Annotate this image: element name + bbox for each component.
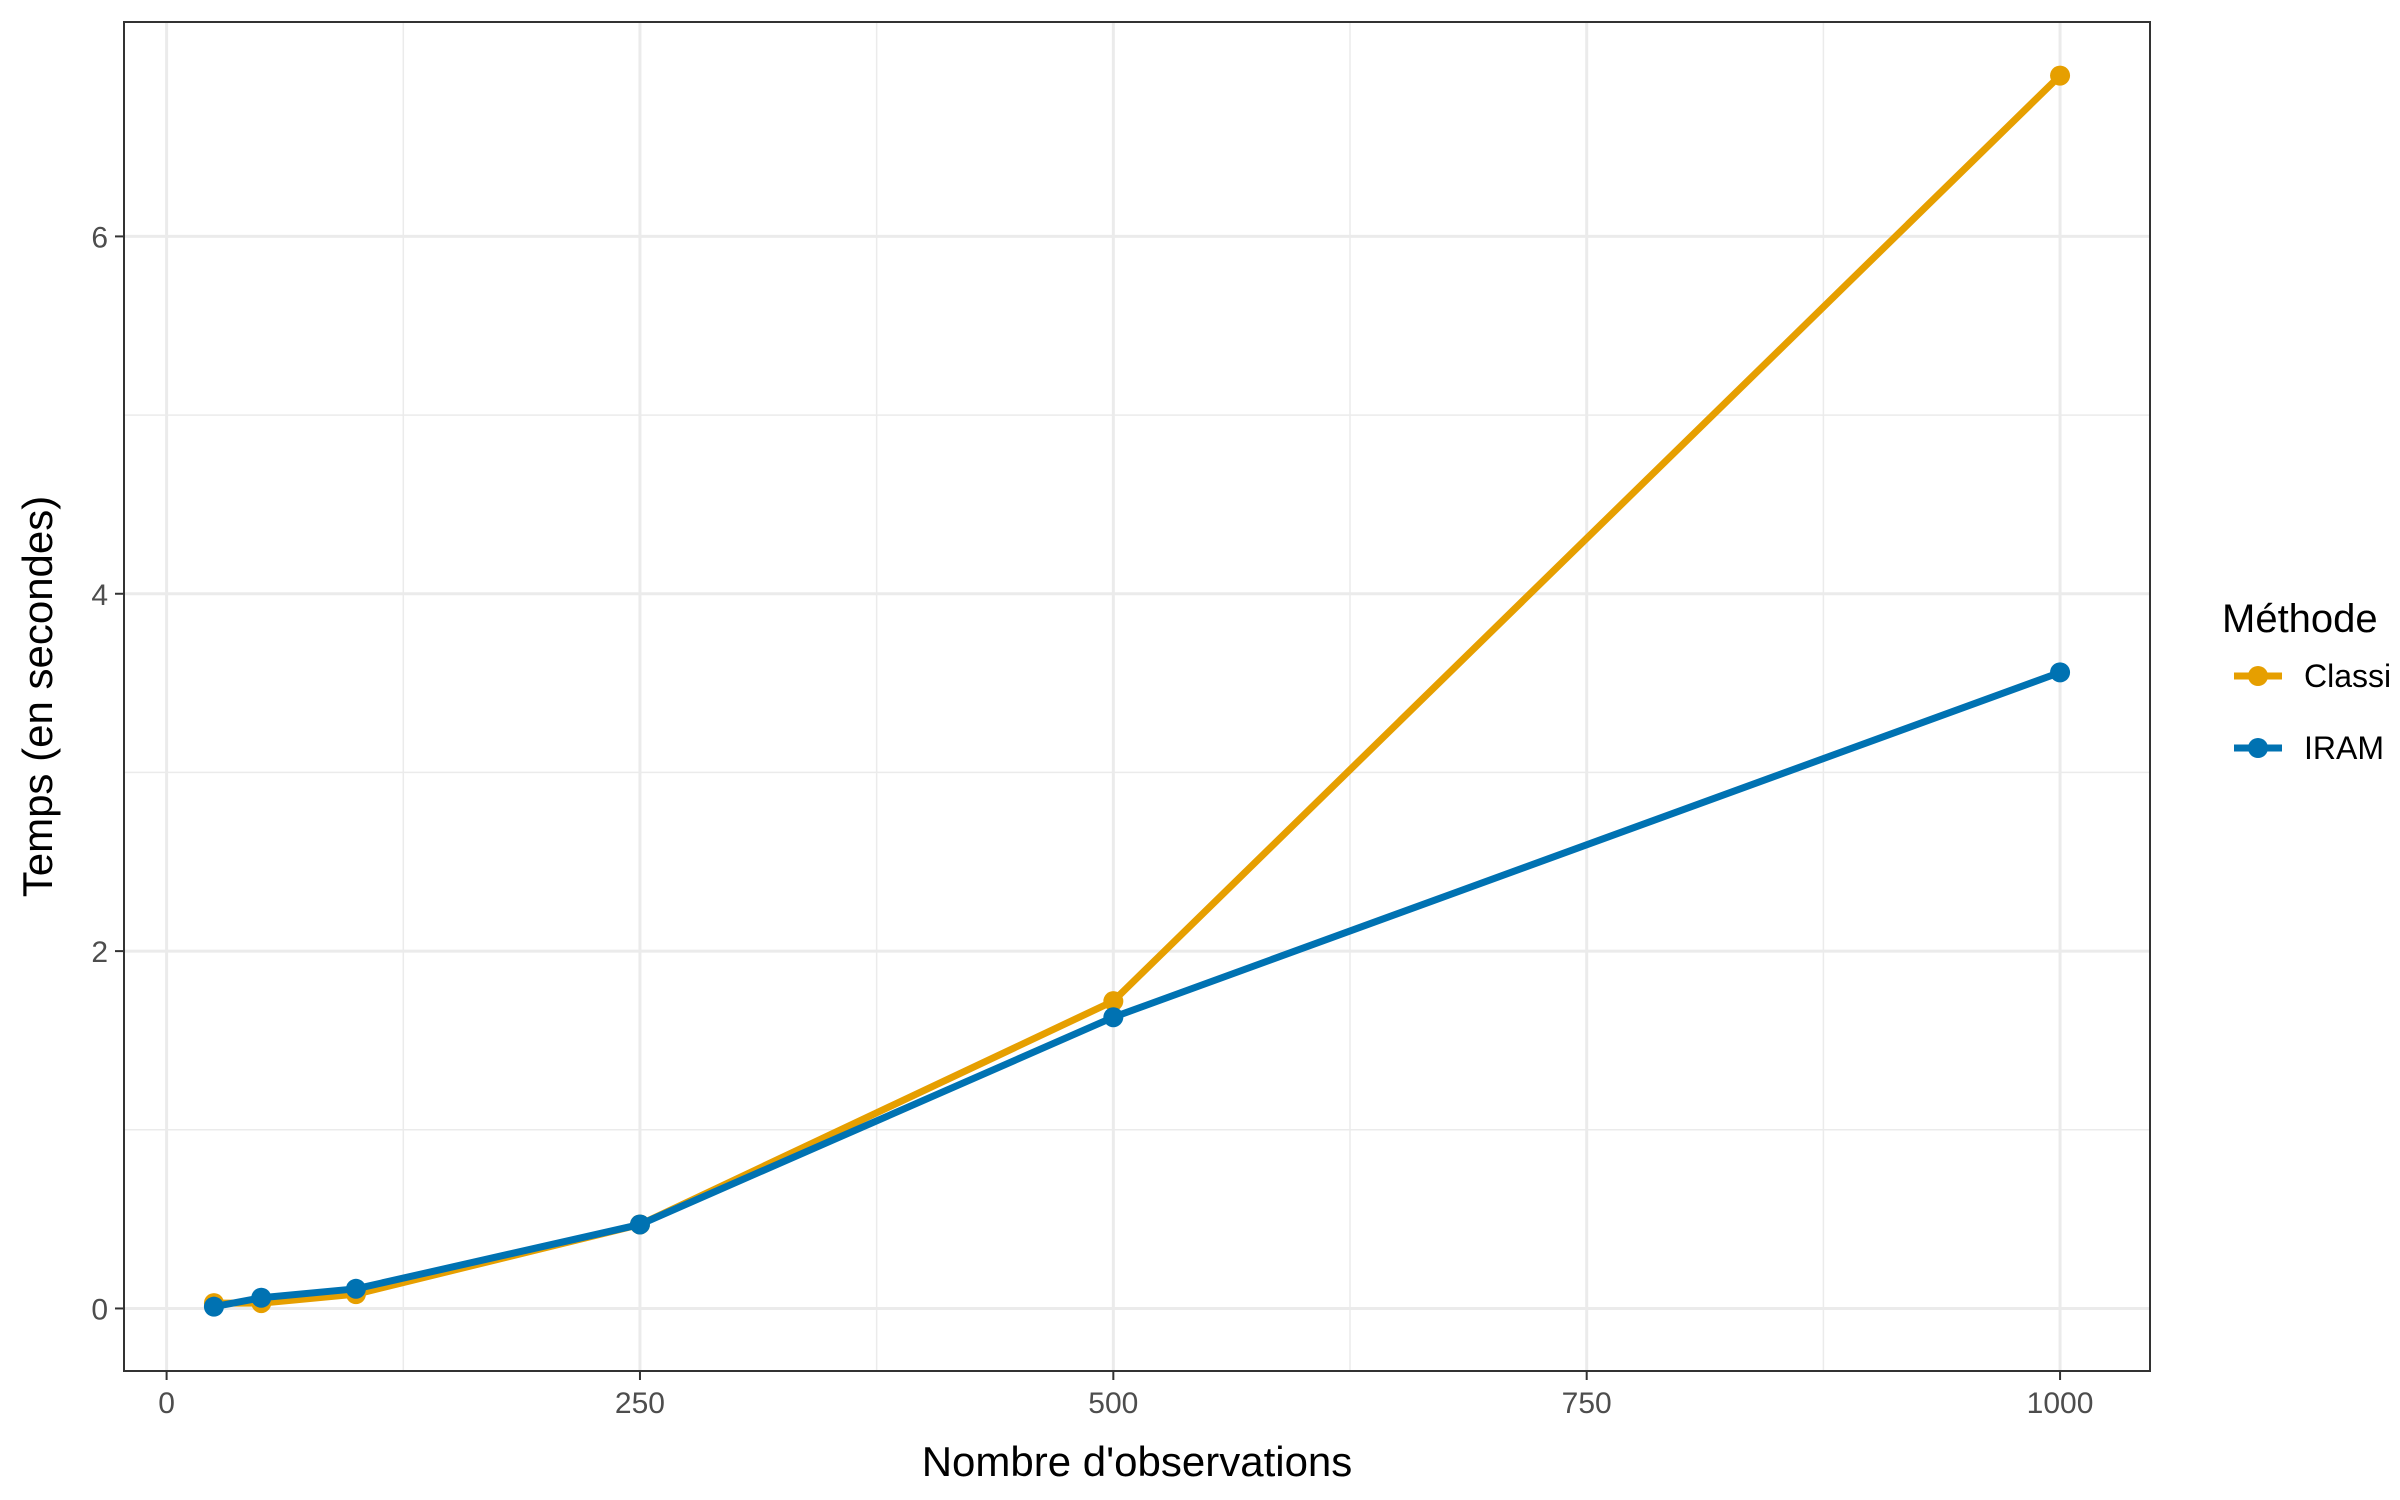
y-axis-title: Temps (en secondes) xyxy=(14,496,61,898)
legend-key-point xyxy=(2248,738,2268,758)
legend-label: Classi xyxy=(2304,658,2391,694)
x-axis: 0 250 500 750 1000 xyxy=(158,1371,2093,1420)
legend-item-iram: IRAM xyxy=(2234,730,2384,766)
data-point xyxy=(1103,1007,1124,1028)
y-tick-label: 6 xyxy=(91,221,108,254)
legend-key-point xyxy=(2248,666,2268,686)
data-point xyxy=(629,1214,650,1235)
data-point xyxy=(2050,65,2071,86)
x-tick-label: 500 xyxy=(1088,1387,1138,1420)
minor-gridlines xyxy=(124,22,2150,1371)
x-tick-label: 250 xyxy=(615,1387,665,1420)
y-tick-label: 4 xyxy=(91,579,108,612)
legend-item-classi: Classi xyxy=(2234,658,2391,694)
plot-border xyxy=(123,21,2151,1372)
series-iram xyxy=(203,662,2071,1317)
data-point xyxy=(251,1287,272,1308)
legend-label: IRAM xyxy=(2304,730,2384,766)
series-layer xyxy=(203,65,2071,1317)
data-point xyxy=(203,1296,224,1317)
y-tick-label: 0 xyxy=(91,1293,108,1326)
plot-panel xyxy=(124,22,2150,1371)
x-tick-label: 1000 xyxy=(2027,1387,2094,1420)
major-gridlines xyxy=(124,22,2150,1371)
x-tick-label: 0 xyxy=(158,1387,175,1420)
data-point xyxy=(1103,991,1124,1012)
data-point xyxy=(2050,662,2071,683)
y-axis: 0 2 4 6 xyxy=(91,221,124,1326)
legend: Méthode Classi IRAM xyxy=(2222,597,2391,766)
legend-items: Classi IRAM xyxy=(2234,658,2391,766)
data-point xyxy=(345,1278,366,1299)
x-axis-title: Nombre d'observations xyxy=(922,1438,1353,1485)
x-tick-label: 750 xyxy=(1562,1387,1612,1420)
y-tick-label: 2 xyxy=(91,936,108,969)
legend-title: Méthode xyxy=(2222,597,2378,641)
